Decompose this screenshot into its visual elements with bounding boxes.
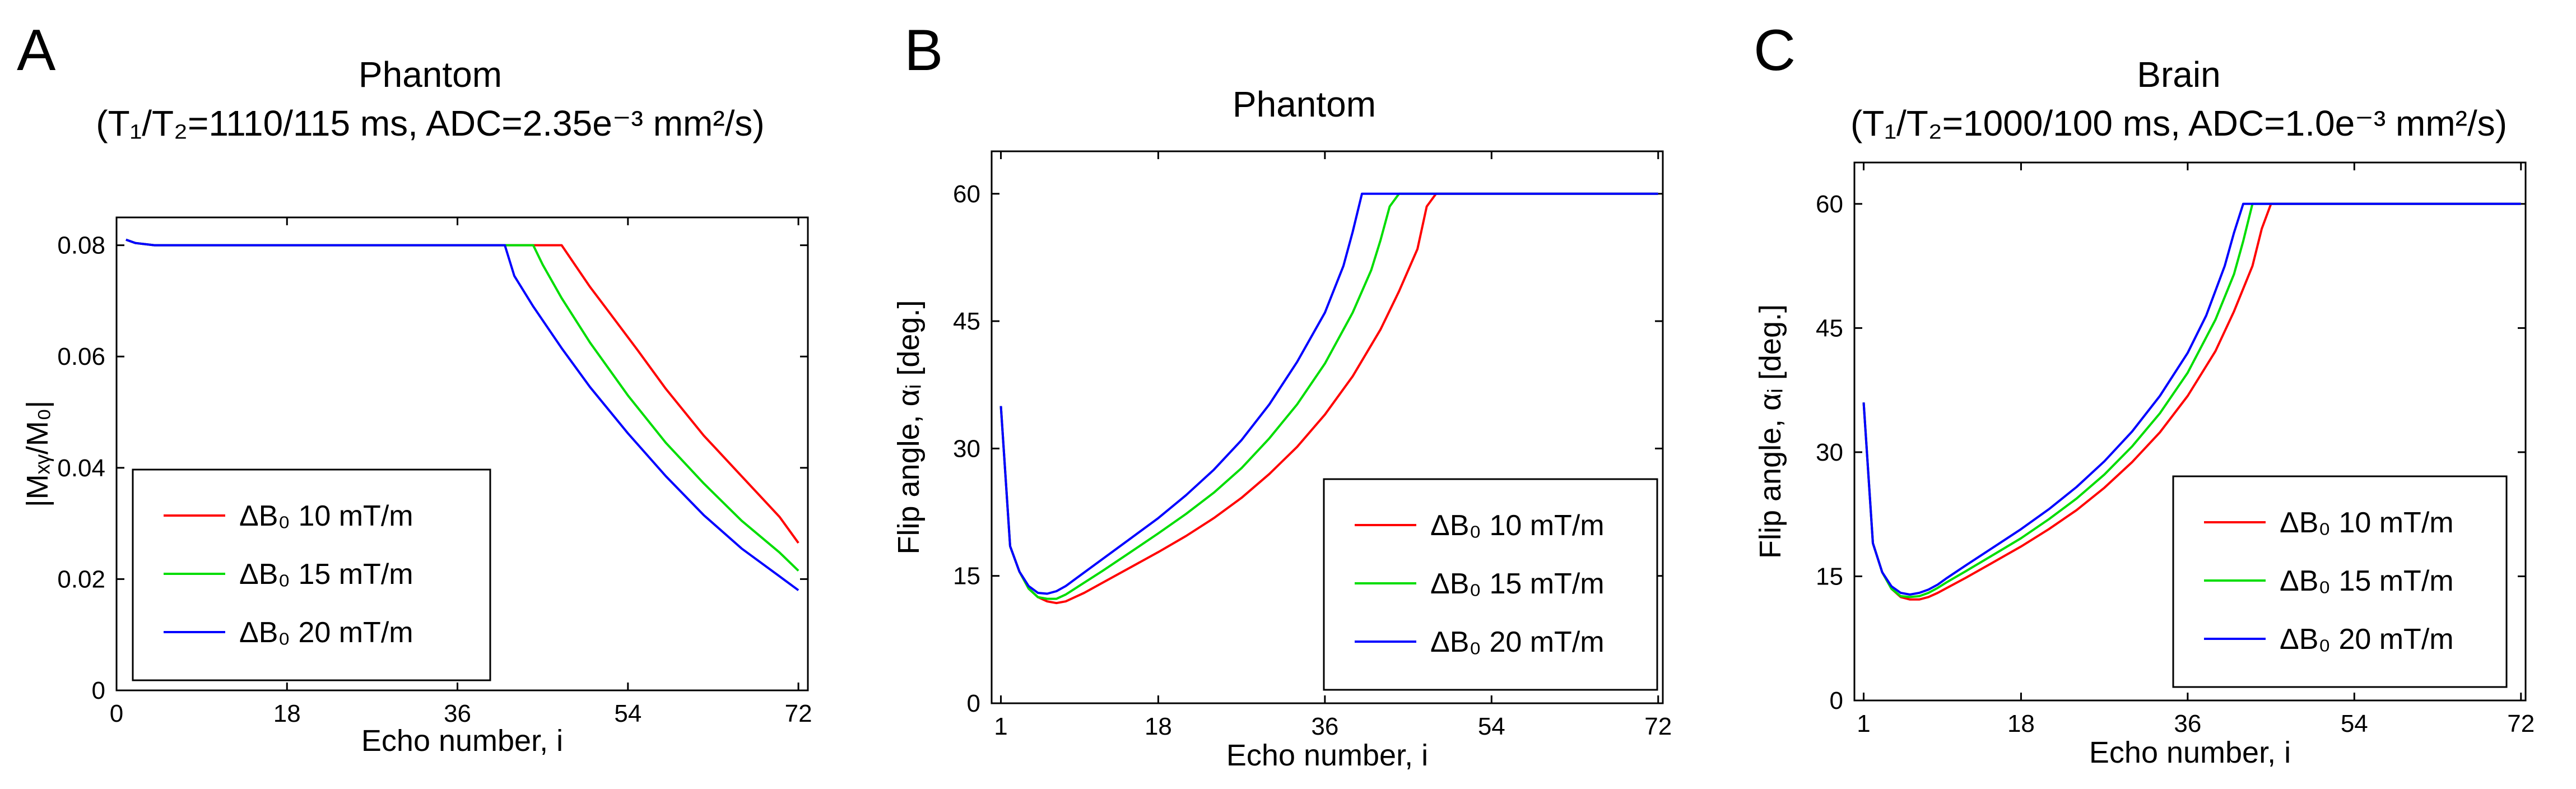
panel-b-legend-label-1: ΔB₀ 10 mT/m <box>1430 509 1605 542</box>
panel-c-ylabel: Flip angle, αᵢ [deg.] <box>1754 304 1787 559</box>
panel-c-xtick-label: 36 <box>2174 710 2201 737</box>
panel-a-xtick-label: 54 <box>614 700 641 727</box>
panel-c-legend-label-1: ΔB₀ 10 mT/m <box>2280 507 2454 539</box>
panel-c-legend-label-2: ΔB₀ 15 mT/m <box>2280 565 2454 597</box>
panel-c-xtick-label: 18 <box>2007 710 2035 737</box>
panel-a: A Phantom (T₁/T₂=1110/115 ms, ADC=2.35e⁻… <box>17 18 812 758</box>
panel-b-ytick-label: 15 <box>953 563 980 590</box>
panel-a-ytick-label: 0 <box>92 677 105 704</box>
panel-a-xtick-label: 0 <box>110 700 123 727</box>
panel-b-xtick-label: 54 <box>1478 713 1505 740</box>
panel-a-xlabel: Echo number, i <box>361 724 563 758</box>
panel-a-series-line-3 <box>125 238 799 591</box>
panel-a-xtick-label: 18 <box>273 700 301 727</box>
panel-a-ylabel: |Mₓᵧ/M₀| <box>21 401 54 508</box>
panel-b-ytick-label: 60 <box>953 180 980 208</box>
panel-b-xtick-label: 72 <box>1644 713 1672 740</box>
panel-b-xlabel: Echo number, i <box>1226 739 1428 772</box>
panel-letter-b: B <box>904 18 943 83</box>
panel-a-legend-label-3: ΔB₀ 20 mT/m <box>239 616 413 649</box>
panel-letter-c: C <box>1754 18 1796 83</box>
panel-a-ytick-label: 0.08 <box>57 232 105 259</box>
panel-a-axes-frame <box>115 216 809 691</box>
panel-c-ytick-label: 0 <box>1830 687 1843 714</box>
panel-b-ytick-label: 0 <box>967 690 980 717</box>
panel-b-ytick-label: 30 <box>953 435 980 462</box>
panel-c-xtick-label: 72 <box>2507 710 2535 737</box>
panel-a-subtitle: (T₁/T₂=1110/115 ms, ADC=2.35e⁻³ mm²/s) <box>96 103 764 143</box>
panel-b-xtick-label: 36 <box>1311 713 1338 740</box>
panel-c-ytick-label: 60 <box>1816 191 1843 218</box>
panel-c-legend-label-3: ΔB₀ 20 mT/m <box>2280 623 2454 656</box>
panel-b-legend-label-3: ΔB₀ 20 mT/m <box>1430 626 1605 658</box>
panel-a-title: Phantom <box>359 54 502 95</box>
panel-c-ytick-label: 30 <box>1816 439 1843 466</box>
panel-c-series-line-3 <box>1862 202 2521 596</box>
panel-c-xlabel: Echo number, i <box>2089 736 2291 769</box>
panel-a-ytick-label: 0.02 <box>57 565 105 593</box>
panel-b-title: Phantom <box>1233 84 1376 124</box>
panel-c-xtick-label: 54 <box>2341 710 2368 737</box>
panel-b-ytick-label: 45 <box>953 308 980 335</box>
panel-c: C Brain (T₁/T₂=1000/100 ms, ADC=1.0e⁻³ m… <box>1754 18 2535 769</box>
panel-c-axes-frame <box>1853 161 2527 702</box>
panel-c-ytick-label: 15 <box>1816 563 1843 590</box>
panel-b-xtick-label: 18 <box>1145 713 1172 740</box>
panel-c-title: Brain <box>2137 54 2220 95</box>
panel-a-legend-label-1: ΔB₀ 10 mT/m <box>239 500 413 532</box>
panel-b: B Phantom 1 18 36 54 72 0 15 30 45 60 Echo number,… <box>892 18 1672 772</box>
panel-b-xtick-label: 1 <box>994 713 1007 740</box>
panel-c-ytick-label: 45 <box>1816 314 1843 342</box>
panel-c-xtick-label: 1 <box>1857 710 1870 737</box>
panel-letter-a: A <box>17 18 56 83</box>
panel-c-subtitle: (T₁/T₂=1000/100 ms, ADC=1.0e⁻³ mm²/s) <box>1850 103 2507 143</box>
panel-b-ylabel: Flip angle, αᵢ [deg.] <box>892 300 926 555</box>
panel-b-legend-label-2: ΔB₀ 15 mT/m <box>1430 568 1605 600</box>
panel-b-axes-frame <box>991 150 1664 704</box>
panel-a-legend-label-2: ΔB₀ 15 mT/m <box>239 558 413 591</box>
panel-a-ytick-label: 0.04 <box>57 454 105 482</box>
panel-a-ytick-label: 0.06 <box>57 343 105 370</box>
panel-b-series-line-3 <box>999 192 1658 595</box>
panel-a-xtick-label: 72 <box>785 700 812 727</box>
panel-a-xtick-label: 36 <box>444 700 471 727</box>
